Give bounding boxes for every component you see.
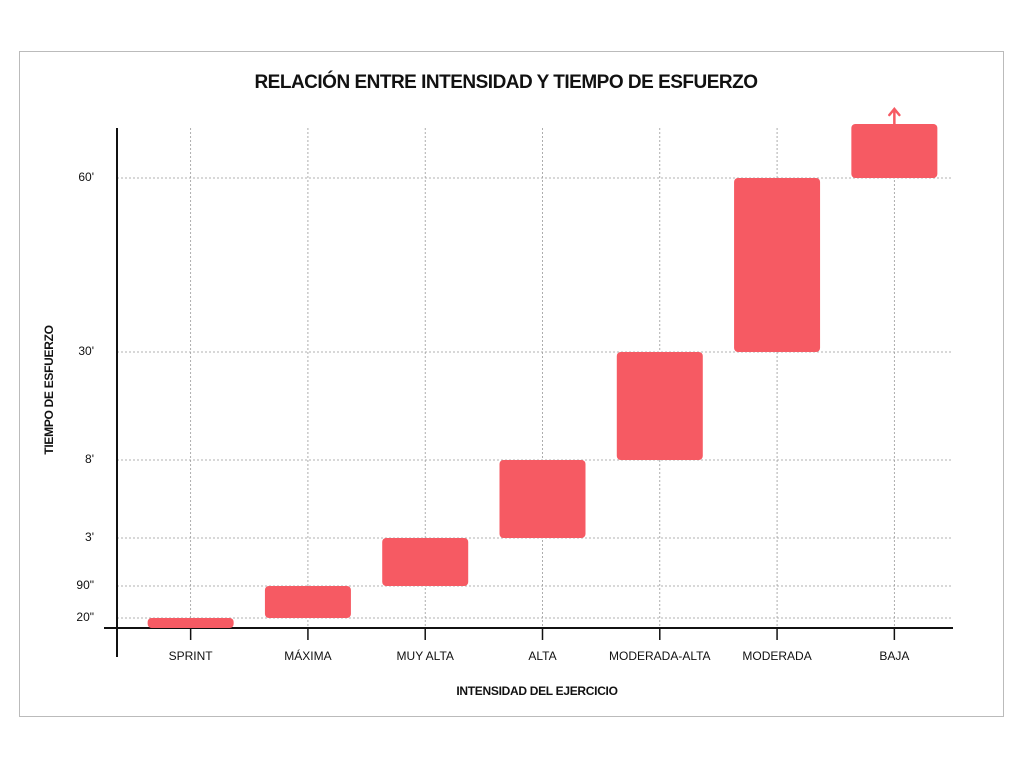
y-tick-label: 30' [78,344,94,358]
bar [851,124,938,178]
bar [264,586,351,618]
bar [616,352,703,460]
x-tick-label: SPRINT [169,649,214,663]
y-tick-label: 90" [76,578,94,592]
open-end-arrow [888,107,901,126]
y-tick-label: 60' [78,170,94,184]
x-tick-label: BAJA [879,649,909,663]
bar [734,178,821,352]
y-tick-label: 20" [76,610,94,624]
x-tick-label: MODERADA [742,649,811,663]
bar [382,538,469,586]
y-tick-label: 3' [85,530,94,544]
x-tick-label: MUY ALTA [397,649,454,663]
x-tick-label: MODERADA-ALTA [609,649,711,663]
frame [19,51,1004,717]
y-tick-label: 8' [85,452,94,466]
x-axis-title: INTENSIDAD DEL EJERCICIO [456,684,617,698]
x-tick-label: MÁXIMA [284,648,331,663]
bar [499,460,586,538]
chart-title: RELACIÓN ENTRE INTENSIDAD Y TIEMPO DE ES… [254,71,757,93]
x-tick-label: ALTA [528,649,556,663]
bar [147,618,234,628]
y-axis-title: TIEMPO DE ESFUERZO [42,325,56,454]
